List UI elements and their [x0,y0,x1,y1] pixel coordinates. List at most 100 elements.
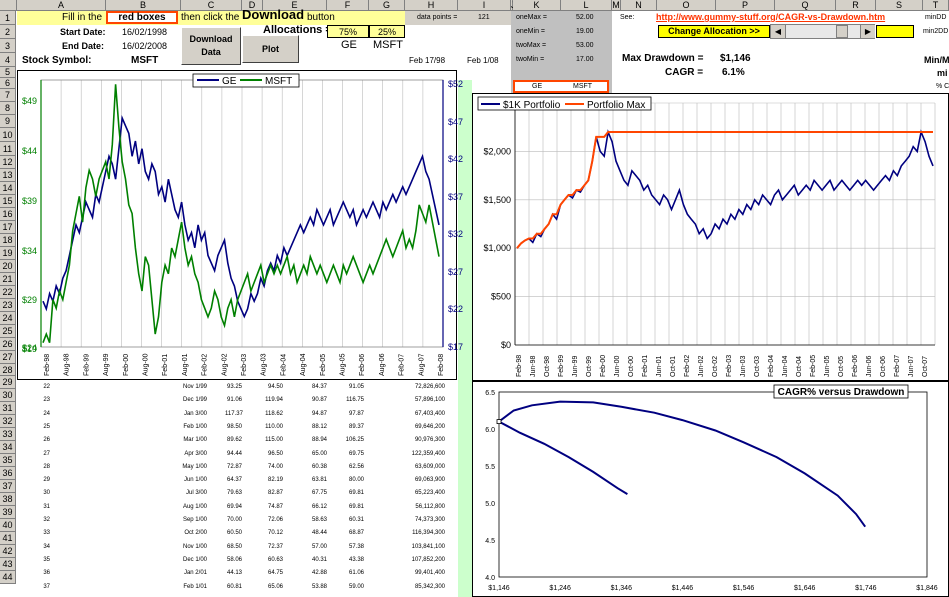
row-header[interactable]: 11 [0,142,16,156]
row-header[interactable]: 32 [0,415,16,428]
right-tick-label: $22 [448,304,463,314]
stock-symbol-value[interactable]: MSFT [131,55,159,66]
row-header[interactable]: 13 [0,169,16,182]
column-header[interactable]: P [716,0,775,11]
row-header[interactable]: 21 [0,273,16,286]
column-header[interactable]: I [458,0,511,11]
x-tick-label: Feb-04 [768,355,775,377]
column-header[interactable]: O [657,0,716,11]
row-header[interactable]: 16 [0,208,16,221]
column-header[interactable]: N [621,0,657,11]
row-header[interactable]: 8 [0,102,16,115]
plot-button[interactable]: Plot [242,35,299,63]
row-header[interactable]: 10 [0,128,16,142]
pct-label: % C [936,83,949,90]
column-header[interactable]: M [612,0,621,11]
x-tick-label: Jun-99 [572,355,579,377]
table-cell-f: 88.94 [311,437,327,444]
x-tick-label: Oct-98 [544,356,551,377]
table-cell-f: 88.12 [311,423,327,430]
row-header[interactable]: 22 [0,286,16,299]
allocation-scrollbar[interactable]: ◀ ▶ [770,24,875,39]
scroll-thumb[interactable] [836,25,848,38]
row-header[interactable]: 18 [0,234,16,247]
row-header[interactable]: 37 [0,480,16,493]
row-header[interactable]: 25 [0,325,16,338]
row-header[interactable]: 29 [0,376,16,389]
right-tick-label: $27 [448,267,463,277]
download-data-button[interactable]: Download Data [181,27,241,65]
column-header[interactable]: B [106,0,181,11]
change-allocation-button[interactable]: Change Allocation >> [658,25,770,38]
row-header[interactable]: 30 [0,389,16,402]
url-link[interactable]: http://www.gummy-stuff.org/CAGR-vs-Drawd… [656,12,886,22]
row-header[interactable]: 4 [0,53,16,67]
table-cell-f: 42.88 [311,570,327,577]
row-header[interactable]: 44 [0,571,16,584]
row-header[interactable]: 27 [0,351,16,364]
row-header[interactable]: 40 [0,519,16,532]
row-header[interactable]: 34 [0,441,16,454]
row-header[interactable]: 17 [0,221,16,234]
row-header[interactable]: 43 [0,558,16,571]
row-header[interactable]: 14 [0,182,16,195]
row-header[interactable]: 3 [0,39,16,53]
row-header[interactable]: 42 [0,545,16,558]
row-header[interactable]: 31 [0,402,16,415]
price-chart[interactable] [17,70,457,380]
column-header[interactable]: L [561,0,612,11]
row-header[interactable]: 33 [0,428,16,441]
column-header[interactable]: F [327,0,369,11]
row-header[interactable]: 15 [0,195,16,208]
row-header[interactable]: 2 [0,25,16,39]
column-header[interactable]: H [405,0,458,11]
right-tick-label: $32 [448,229,463,239]
row-header[interactable]: 36 [0,467,16,480]
row-header[interactable]: 7 [0,89,16,102]
row-header[interactable]: 6 [0,78,16,89]
select-all-corner[interactable] [0,0,17,11]
row-header[interactable]: 1 [0,11,16,25]
column-header[interactable]: R [836,0,876,11]
x-tick-label: Oct-01 [670,356,677,377]
row-header[interactable]: 19 [0,247,16,260]
table-cell-n: 35 [43,556,50,563]
table-cell-f: 65.00 [311,450,327,457]
row-header[interactable]: 5 [0,67,16,78]
column-header[interactable]: Q [775,0,836,11]
ge-series-line [42,114,440,319]
column-header[interactable]: G [369,0,405,11]
row-header[interactable]: 38 [0,493,16,506]
scroll-left-arrow-icon[interactable]: ◀ [771,25,786,38]
column-header[interactable]: S [876,0,923,11]
row-header[interactable]: 9 [0,115,16,128]
y-tick-label: 5.5 [485,464,495,471]
portfolio-chart[interactable] [472,93,949,381]
mi-label: mi [937,68,948,78]
row-header[interactable]: 41 [0,532,16,545]
row-header[interactable]: 28 [0,364,16,376]
table-cell-date: Aug 1/00 [182,503,207,510]
table-cell-f: 48.44 [311,530,327,537]
column-header[interactable]: E [263,0,327,11]
end-date-value[interactable]: 16/02/2008 [122,41,168,51]
start-marker [496,419,502,425]
row-header[interactable]: 12 [0,156,16,169]
start-date-value[interactable]: 16/02/1998 [122,27,168,37]
row-header[interactable]: 23 [0,299,16,312]
x-tick-label: Feb-06 [359,354,366,376]
row-header[interactable]: 20 [0,260,16,273]
row-header[interactable]: 39 [0,506,16,519]
column-header[interactable]: K [513,0,561,11]
table-cell-d: 93.25 [226,384,242,390]
row-header[interactable]: 26 [0,338,16,351]
right-tick-label: $47 [448,117,463,127]
column-header[interactable]: D [242,0,263,11]
row-header[interactable]: 35 [0,454,16,467]
column-header[interactable]: A [17,0,106,11]
scroll-right-arrow-icon[interactable]: ▶ [860,25,875,38]
column-header[interactable]: C [181,0,242,11]
row-header[interactable]: 24 [0,312,16,325]
alloc-ge-input[interactable]: 75% [327,25,369,38]
alloc-msft-input[interactable]: 25% [369,25,405,38]
